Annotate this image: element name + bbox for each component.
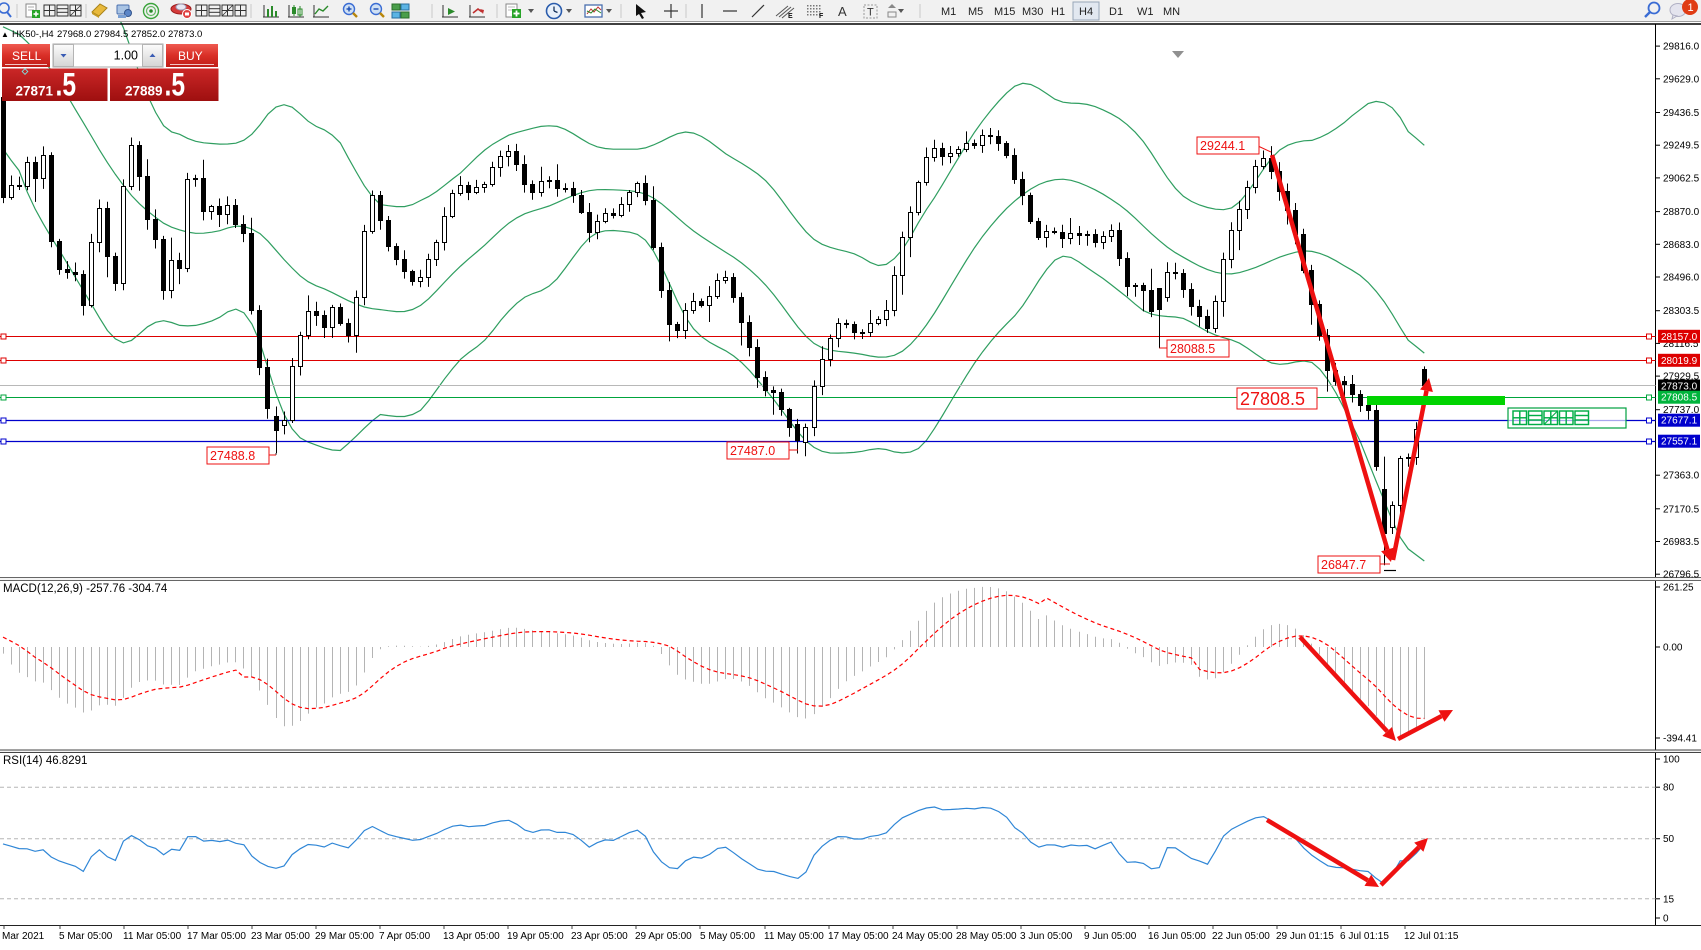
svg-text:28116.5: 28116.5 <box>1663 339 1699 350</box>
svg-text:15: 15 <box>1663 894 1675 905</box>
svg-text:29 Mar 05:00: 29 Mar 05:00 <box>315 931 374 942</box>
svg-text:27873.0: 27873.0 <box>1661 382 1698 393</box>
svg-text:27968.0 27984.5 27852.0 27873.: 27968.0 27984.5 27852.0 27873.0 <box>57 29 202 40</box>
svg-text:261.25: 261.25 <box>1663 583 1694 594</box>
svg-text:28019.9: 28019.9 <box>1661 356 1698 367</box>
svg-text:0.00: 0.00 <box>1663 643 1683 654</box>
svg-text:29244.1: 29244.1 <box>1200 139 1245 153</box>
svg-text:27808.5: 27808.5 <box>1661 393 1698 404</box>
svg-text:28303.5: 28303.5 <box>1663 306 1700 317</box>
svg-text:28870.0: 28870.0 <box>1663 207 1700 218</box>
svg-text:27871: 27871 <box>16 84 54 99</box>
svg-text:3 Jun 05:00: 3 Jun 05:00 <box>1020 931 1073 942</box>
svg-text:T: T <box>867 7 874 19</box>
svg-text:E: E <box>788 13 793 20</box>
svg-text:29 Apr 05:00: 29 Apr 05:00 <box>635 931 692 942</box>
svg-text:27808.5: 27808.5 <box>1240 389 1305 409</box>
svg-text:28683.0: 28683.0 <box>1663 240 1700 251</box>
svg-text:26796.5: 26796.5 <box>1663 570 1700 581</box>
svg-text:23 Apr 05:00: 23 Apr 05:00 <box>571 931 628 942</box>
svg-text:M30: M30 <box>1022 6 1043 18</box>
svg-text:.5: .5 <box>56 67 77 103</box>
svg-text:13 Apr 05:00: 13 Apr 05:00 <box>443 931 500 942</box>
svg-text:17 May 05:00: 17 May 05:00 <box>828 931 889 942</box>
svg-text:29436.5: 29436.5 <box>1663 108 1700 119</box>
svg-text:A: A <box>838 4 847 19</box>
svg-text:28157.0: 28157.0 <box>1661 332 1698 343</box>
svg-text:-394.41: -394.41 <box>1663 734 1697 745</box>
svg-text:1.00: 1.00 <box>114 49 138 63</box>
svg-text:F: F <box>819 13 824 20</box>
svg-text:SELL: SELL <box>12 49 42 63</box>
svg-text:29 Jun 01:15: 29 Jun 01:15 <box>1276 931 1334 942</box>
svg-text:26983.5: 26983.5 <box>1663 537 1700 548</box>
svg-text:BUY: BUY <box>178 49 203 63</box>
svg-text:19 Apr 05:00: 19 Apr 05:00 <box>507 931 564 942</box>
svg-text:HK50-,H4: HK50-,H4 <box>12 29 54 40</box>
svg-text:27929.5: 27929.5 <box>1663 372 1700 383</box>
svg-text:12 Jul 01:15: 12 Jul 01:15 <box>1404 931 1459 942</box>
svg-text:▲: ▲ <box>1 30 9 39</box>
svg-text:16 Jun 05:00: 16 Jun 05:00 <box>1148 931 1206 942</box>
svg-text:M1: M1 <box>941 6 956 18</box>
svg-text:7 Apr 05:00: 7 Apr 05:00 <box>379 931 431 942</box>
svg-text:27363.0: 27363.0 <box>1663 471 1700 482</box>
svg-text:5 May 05:00: 5 May 05:00 <box>700 931 755 942</box>
svg-text:.5: .5 <box>165 67 186 103</box>
svg-text:22 Jun 05:00: 22 Jun 05:00 <box>1212 931 1270 942</box>
svg-text:29816.0: 29816.0 <box>1663 42 1700 53</box>
svg-text:6 Jul 01:15: 6 Jul 01:15 <box>1340 931 1389 942</box>
svg-text:0: 0 <box>1663 914 1669 925</box>
svg-text:9 Jun 05:00: 9 Jun 05:00 <box>1084 931 1137 942</box>
svg-text:11 Mar 05:00: 11 Mar 05:00 <box>123 931 182 942</box>
svg-text:26847.7: 26847.7 <box>1321 558 1366 572</box>
svg-text:23 Mar 05:00: 23 Mar 05:00 <box>251 931 310 942</box>
svg-text:MN: MN <box>1163 6 1180 18</box>
svg-text:W1: W1 <box>1137 6 1154 18</box>
svg-text:27677.1: 27677.1 <box>1661 416 1698 427</box>
svg-text:Mar 2021: Mar 2021 <box>2 931 45 942</box>
svg-text:28 May 05:00: 28 May 05:00 <box>956 931 1017 942</box>
svg-text:29249.5: 29249.5 <box>1663 141 1700 152</box>
svg-text:M15: M15 <box>994 6 1015 18</box>
svg-text:27889: 27889 <box>125 84 163 99</box>
svg-text:27488.8: 27488.8 <box>210 449 255 463</box>
svg-text:28088.5: 28088.5 <box>1170 342 1215 356</box>
svg-text:28496.0: 28496.0 <box>1663 273 1700 284</box>
svg-text:29062.5: 29062.5 <box>1663 173 1700 184</box>
svg-text:27737.0: 27737.0 <box>1663 405 1700 416</box>
svg-text:80: 80 <box>1663 783 1675 794</box>
svg-text:27487.0: 27487.0 <box>730 444 775 458</box>
svg-text:100: 100 <box>1663 755 1680 766</box>
svg-text:24 May 05:00: 24 May 05:00 <box>892 931 953 942</box>
svg-text:H4: H4 <box>1079 6 1093 18</box>
svg-text:17 Mar 05:00: 17 Mar 05:00 <box>187 931 246 942</box>
svg-text:29629.0: 29629.0 <box>1663 74 1700 85</box>
svg-text:1: 1 <box>1688 2 1694 14</box>
svg-text:M5: M5 <box>968 6 983 18</box>
svg-text:D1: D1 <box>1109 6 1123 18</box>
svg-text:27557.1: 27557.1 <box>1661 437 1698 448</box>
svg-text:11 May 05:00: 11 May 05:00 <box>764 931 824 942</box>
svg-text:27170.5: 27170.5 <box>1663 504 1700 515</box>
svg-text:5 Mar 05:00: 5 Mar 05:00 <box>59 931 113 942</box>
svg-text:RSI(14) 46.8291: RSI(14) 46.8291 <box>3 755 87 767</box>
svg-text:MACD(12,26,9) -257.76 -304.74: MACD(12,26,9) -257.76 -304.74 <box>3 583 168 595</box>
svg-text:50: 50 <box>1663 834 1675 845</box>
svg-text:H1: H1 <box>1051 6 1065 18</box>
